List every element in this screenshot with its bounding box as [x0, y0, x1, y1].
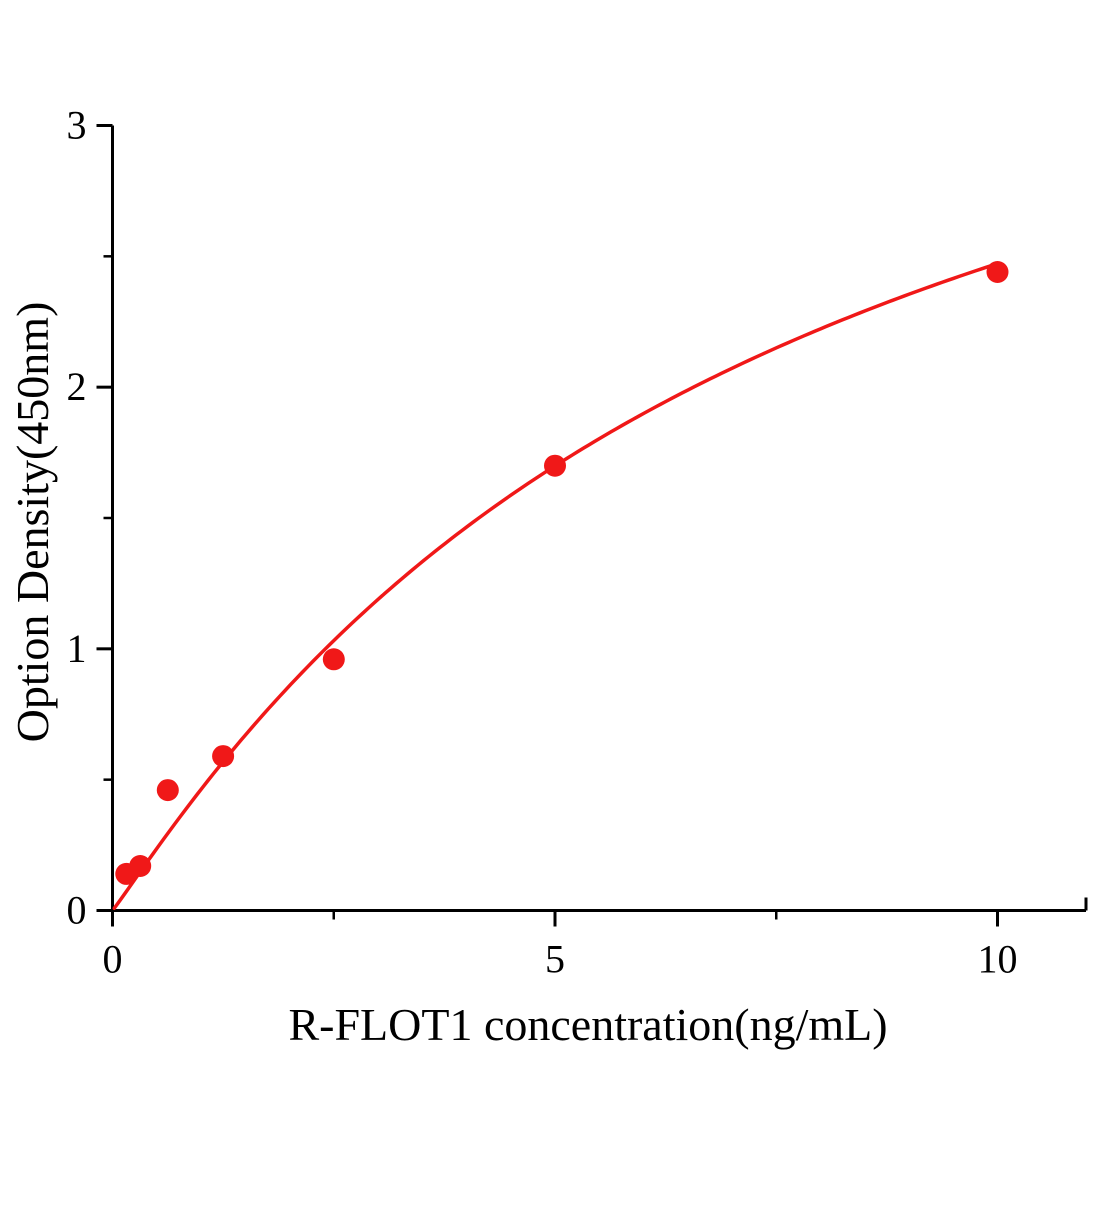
data-point [156, 779, 179, 802]
x-tick-label: 0 [103, 937, 123, 982]
data-point [129, 855, 152, 877]
y-axis-title: Option Density(450nm) [7, 302, 58, 743]
x-tick-label: 10 [978, 937, 1018, 982]
y-tick-label: 2 [67, 364, 87, 409]
data-point [212, 745, 235, 768]
data-point [322, 648, 345, 671]
data-point [544, 454, 566, 477]
y-tick-label: 3 [67, 102, 87, 147]
data-point [986, 261, 1009, 283]
x-axis-title: R-FLOT1 concentration(ng/mL) [288, 999, 887, 1050]
x-tick-label: 5 [545, 937, 565, 982]
chart-plot-area: 0 5 10 0 1 2 3 [67, 102, 1088, 982]
y-tick-label: 0 [67, 888, 87, 933]
fit-curve [112, 261, 1000, 911]
y-tick-label: 1 [67, 626, 87, 671]
